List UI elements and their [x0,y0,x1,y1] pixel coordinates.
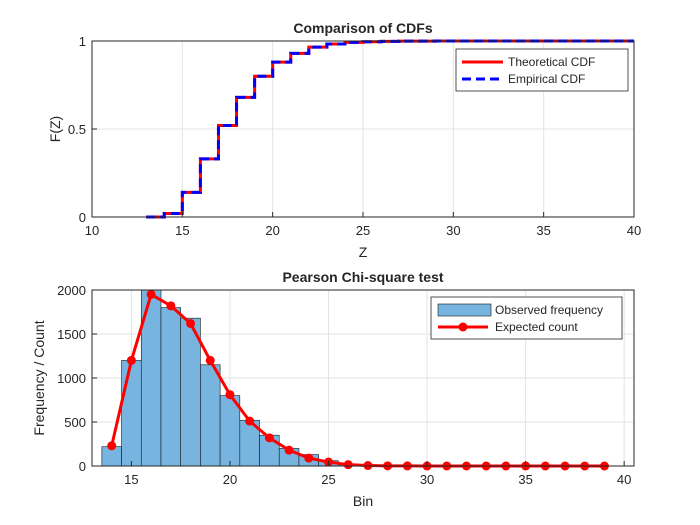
chisq-xtick-label: 15 [124,472,138,487]
expected-count-marker [146,289,156,299]
cdf-ticks: 10 15 20 25 30 35 40 0 0.5 1 [68,34,641,238]
cdf-xtick-label: 25 [356,223,370,238]
legend-observed-label: Observed frequency [495,303,603,317]
expected-count-marker [107,441,117,451]
cdf-xtick-label: 40 [627,223,641,238]
cdf-xtick-label: 30 [446,223,460,238]
cdf-xtick-label: 10 [85,223,99,238]
chisq-xtick-label: 40 [617,472,631,487]
expected-count-marker [205,355,215,365]
cdf-ytick-label: 0 [79,210,86,225]
observed-bar [180,317,201,467]
chisq-ylabel: Frequency / Count [31,320,47,435]
chisq-xtick-label: 30 [420,472,434,487]
cdf-xtick-label: 20 [265,223,279,238]
legend-theoretical-label: Theoretical CDF [508,55,595,69]
chisq-ytick-label: 1500 [57,327,86,342]
cdf-ytick-label: 1 [79,34,86,49]
legend-expected-swatch-marker [458,322,468,332]
cdf-ytick-label: 0.5 [68,122,86,137]
chisq-ytick-label: 0 [79,459,86,474]
cdf-xlabel: Z [359,244,368,260]
chisq-legend: Observed frequency Expected count [430,296,623,340]
chisq-bars [101,289,477,467]
chisq-xtick-label: 35 [518,472,532,487]
cdf-xtick-label: 35 [536,223,550,238]
observed-bar [121,360,142,467]
chisq-ytick-label: 500 [64,415,86,430]
expected-count-marker [126,355,136,365]
expected-count-marker [264,433,274,443]
cdf-ylabel: F(Z) [47,116,63,142]
expected-count-marker [186,318,196,328]
chisq-axes: 15 20 25 30 35 40 0 500 1000 1500 2000 Pearson Chi… [31,269,635,509]
chisq-xtick-label: 25 [321,472,335,487]
chisq-title: Pearson Chi-square test [282,269,443,285]
legend-observed-swatch [437,303,492,317]
expected-count-marker [304,453,314,463]
expected-count-marker [284,445,294,455]
observed-bar [200,364,221,467]
cdf-legend-box [455,48,629,92]
observed-bar [160,307,181,467]
cdf-title: Comparison of CDFs [293,20,432,36]
cdf-axes: 10 15 20 25 30 35 40 0 0.5 1 Comparison of CDFs Z… [47,20,641,260]
legend-empirical-label: Empirical CDF [508,72,585,86]
legend-expected-label: Expected count [495,320,578,334]
expected-count-marker [225,390,235,400]
chisq-ytick-label: 1000 [57,371,86,386]
chisq-ticks: 15 20 25 30 35 40 0 500 1000 1500 2000 [57,283,631,487]
expected-count-marker [245,416,255,426]
chisq-xlabel: Bin [353,493,373,509]
cdf-legend: Theoretical CDF Empirical CDF [455,48,629,92]
chisq-xtick-label: 20 [223,472,237,487]
cdf-xtick-label: 15 [175,223,189,238]
chisq-ytick-label: 2000 [57,283,86,298]
expected-count-marker [343,460,353,470]
expected-count-marker [166,301,176,311]
